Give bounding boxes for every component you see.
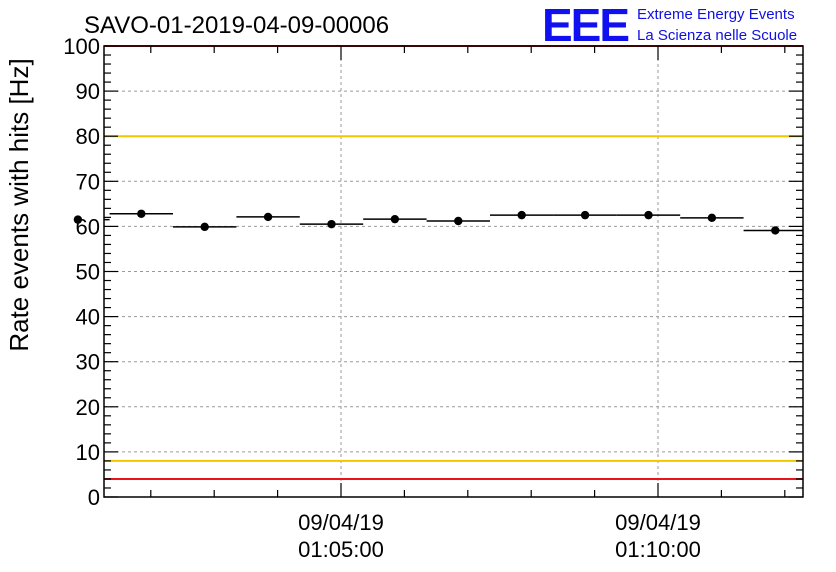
data-point — [454, 216, 463, 226]
x-tick-label-date: 09/04/19 — [615, 510, 701, 535]
y-tick-label: 70 — [76, 169, 100, 194]
y-tick-label: 80 — [76, 124, 100, 149]
data-point — [200, 222, 209, 232]
data-point — [517, 210, 526, 220]
data-point — [263, 212, 273, 222]
x-tick-label-time: 01:05:00 — [298, 537, 384, 562]
y-tick-label: 30 — [76, 350, 100, 375]
data-point — [327, 219, 336, 229]
data-point — [73, 215, 83, 224]
data-series — [73, 209, 803, 235]
data-point — [771, 226, 780, 235]
grid — [104, 46, 803, 497]
chart-title: SAVO-01-2019-04-09-00006 — [84, 12, 389, 39]
y-tick-label: 100 — [63, 34, 100, 59]
logo-line-1: Extreme Energy Events — [637, 6, 795, 23]
data-point — [580, 210, 590, 220]
axes: 010203040506070809010009/04/1901:05:0009… — [63, 34, 804, 562]
x-tick-label-time: 01:10:00 — [615, 537, 701, 562]
logo-mark: EEE — [542, 0, 628, 51]
y-tick-label: 40 — [76, 305, 100, 330]
y-tick-label: 90 — [76, 79, 100, 104]
reference-lines — [104, 45, 803, 480]
x-tick-label-date: 09/04/19 — [298, 510, 384, 535]
logo-line-2: La Scienza nelle Scuole — [637, 27, 797, 44]
y-tick-label: 10 — [76, 440, 100, 465]
y-tick-label: 0 — [88, 485, 100, 510]
y-tick-label: 50 — [76, 260, 100, 285]
data-point — [707, 213, 717, 223]
y-tick-label: 60 — [76, 214, 100, 239]
data-point — [137, 209, 146, 218]
y-axis-title: Rate events with hits [Hz] — [4, 58, 34, 351]
y-tick-label: 20 — [76, 395, 100, 420]
eee-logo: EEE Extreme Energy Events La Scienza nel… — [542, 0, 797, 51]
data-point — [644, 210, 653, 220]
data-point — [390, 214, 400, 224]
